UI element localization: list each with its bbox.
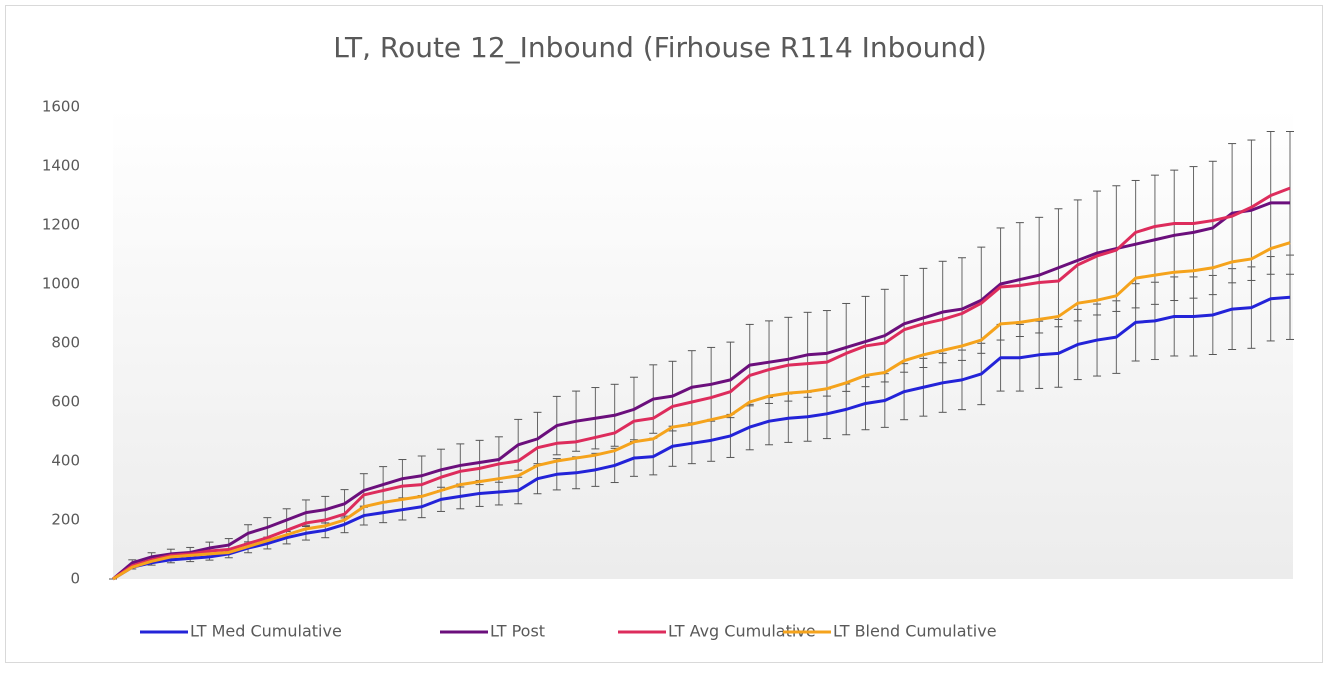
y-tick-label: 1600 [42, 98, 80, 116]
y-tick-label: 200 [51, 511, 80, 529]
series-line [112, 201, 1290, 581]
legend-label: LT Avg Cumulative [668, 622, 816, 641]
legend-label: LT Med Cumulative [190, 622, 342, 641]
y-tick-label: 1200 [42, 216, 80, 234]
y-tick-label: 400 [51, 452, 80, 470]
y-tick-label: 800 [51, 334, 80, 352]
y-tick-label: 0 [70, 570, 80, 588]
legend-label: LT Post [490, 622, 545, 641]
legend-label: LT Blend Cumulative [833, 622, 997, 641]
y-tick-label: 1400 [42, 157, 80, 175]
y-tick-label: 1000 [42, 275, 80, 293]
series-line [112, 241, 1291, 581]
series-line [112, 295, 1291, 581]
y-tick-label: 600 [51, 393, 80, 411]
chart-title: LT, Route 12_Inbound (Firhouse R114 Inbo… [333, 31, 987, 64]
series-line [112, 186, 1291, 581]
